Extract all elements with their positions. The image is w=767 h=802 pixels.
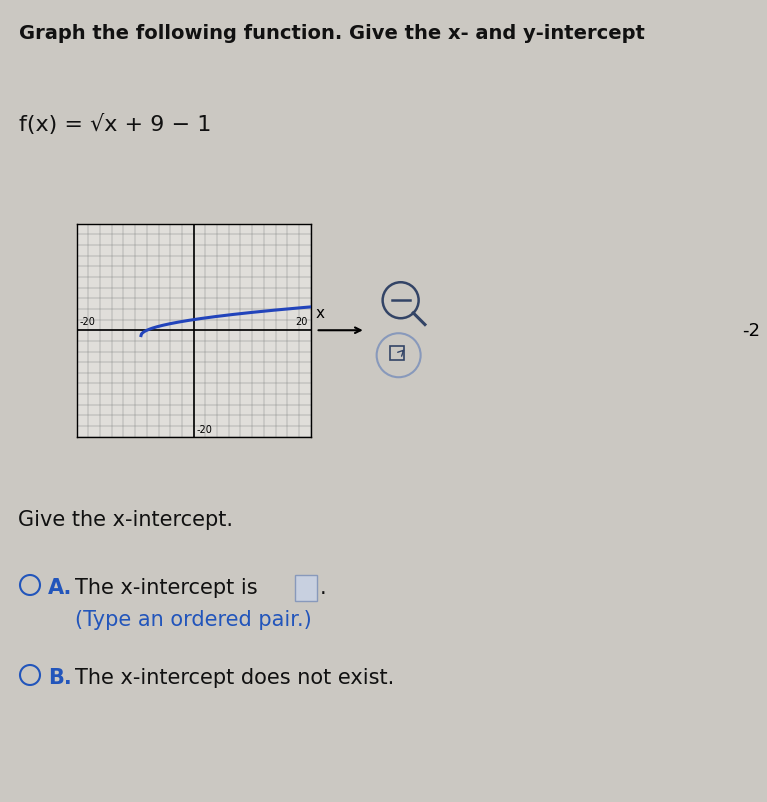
Text: f(x) = √x + 9 − 1: f(x) = √x + 9 − 1 <box>19 114 212 136</box>
Text: -20: -20 <box>196 424 212 435</box>
Text: A.: A. <box>48 577 72 597</box>
Text: B.: B. <box>48 667 72 687</box>
Text: The x-intercept is: The x-intercept is <box>75 577 258 597</box>
Text: (Type an ordered pair.): (Type an ordered pair.) <box>75 610 311 630</box>
FancyBboxPatch shape <box>295 575 317 602</box>
Text: 20: 20 <box>295 317 308 326</box>
Text: Give the x-intercept.: Give the x-intercept. <box>18 509 233 529</box>
Text: x: x <box>316 306 324 320</box>
Text: Graph the following function. Give the x- and y-intercept: Graph the following function. Give the x… <box>19 24 645 43</box>
Text: -2: -2 <box>742 322 760 340</box>
Text: -20: -20 <box>80 317 96 326</box>
Text: .: . <box>320 577 327 597</box>
Text: The x-intercept does not exist.: The x-intercept does not exist. <box>75 667 394 687</box>
